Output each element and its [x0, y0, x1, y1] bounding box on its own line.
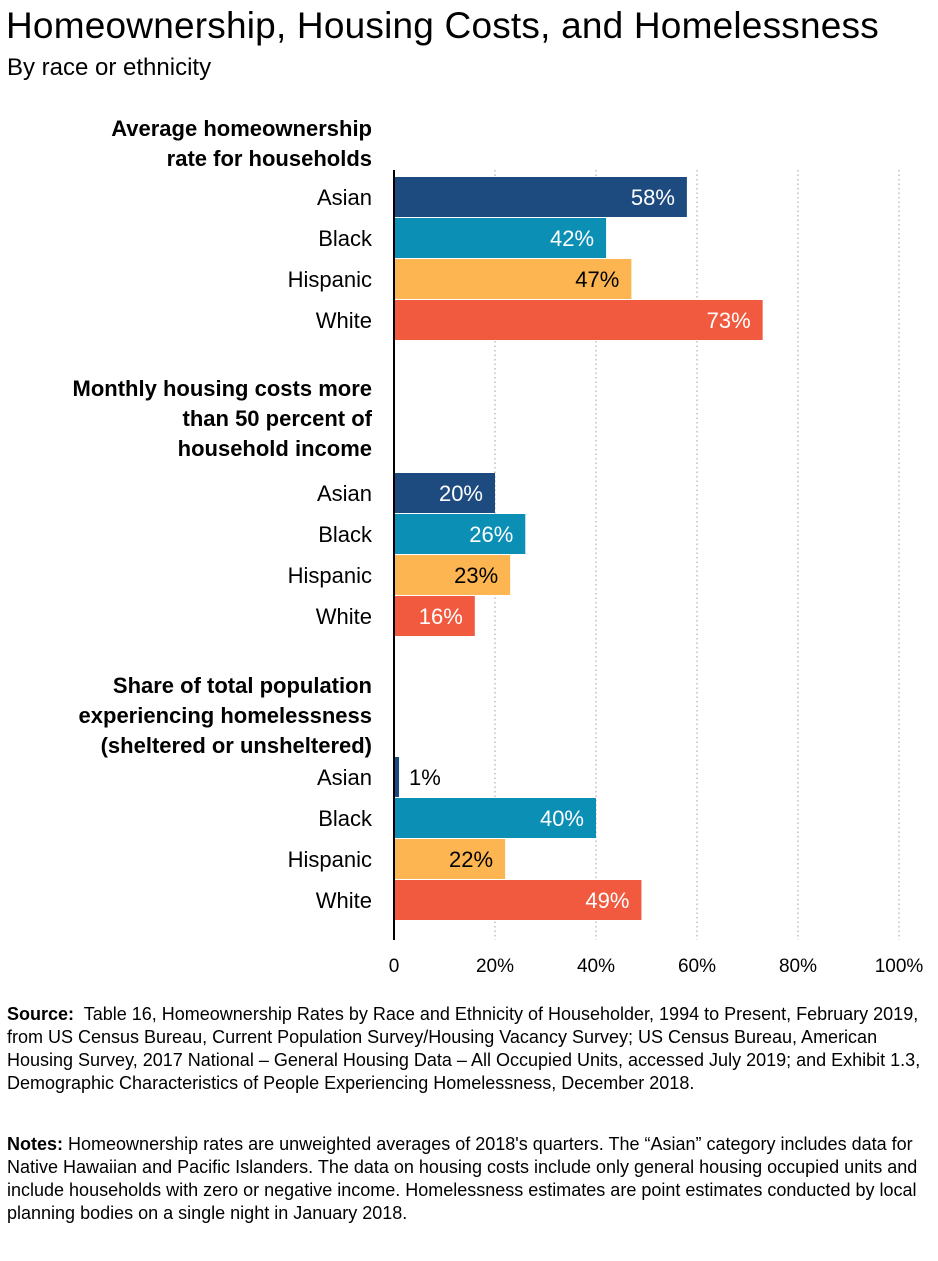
chart-title: Homeownership, Housing Costs, and Homele… [6, 5, 879, 46]
data-label: 20% [439, 481, 483, 506]
bar [394, 218, 607, 258]
data-label: 16% [419, 604, 463, 629]
data-label: 42% [550, 226, 594, 251]
group-title-line: rate for households [166, 146, 372, 171]
bar [394, 555, 511, 595]
category-label: Black [318, 806, 373, 831]
bar [394, 300, 763, 340]
group-title-line: Monthly housing costs more [72, 376, 372, 401]
group-title: Average homeownership rate for households [111, 114, 372, 174]
notes-note: Notes: Homeownership rates are unweighte… [7, 1133, 927, 1225]
source-label: Source: [7, 1004, 75, 1024]
group-title-line: Share of total population [112, 673, 372, 698]
x-tick-label: 100% [875, 956, 924, 977]
bar-chart: 0 20% 40% 60% 80% 100% Asian 58% Black 42% Hispani… [288, 170, 924, 977]
source-note: Source: Table 16, Homeownership Rates by… [7, 1003, 927, 1095]
category-label: Hispanic [288, 847, 372, 872]
data-label: 58% [631, 185, 675, 210]
x-tick-label: 20% [476, 956, 514, 977]
source-text: Table 16, Homeownership Rates by Race an… [7, 1004, 921, 1093]
bar [394, 798, 596, 838]
category-label: Asian [317, 481, 372, 506]
group-title: Monthly housing costs more than 50 percen… [73, 374, 372, 464]
bar [394, 757, 400, 797]
bar [394, 177, 687, 217]
category-label: White [316, 604, 372, 629]
category-label: Asian [317, 185, 372, 210]
group-title-line: household income [177, 436, 372, 461]
group-title-line: than 50 percent of [182, 406, 372, 431]
category-label: Hispanic [288, 563, 372, 588]
category-label: Hispanic [288, 267, 372, 292]
data-label: 26% [469, 522, 513, 547]
group-title: Share of total population experiencing ho… [79, 671, 372, 761]
data-label: 23% [454, 563, 498, 588]
notes-label: Notes: [7, 1134, 64, 1154]
data-label: 1% [409, 765, 441, 790]
data-label: 73% [707, 308, 751, 333]
category-label: White [316, 888, 372, 913]
bar [394, 880, 642, 920]
bar [394, 259, 632, 299]
chart-subtitle: By race or ethnicity [7, 54, 212, 81]
data-label: 49% [585, 888, 629, 913]
x-tick-label: 60% [678, 956, 716, 977]
bar [394, 839, 506, 879]
x-tick-label: 0 [389, 956, 400, 977]
group-title-line: Average homeownership [111, 116, 372, 141]
x-tick-label: 80% [779, 956, 817, 977]
category-label: Black [318, 522, 373, 547]
category-label: Asian [317, 765, 372, 790]
category-label: Black [318, 226, 373, 251]
bar [394, 514, 526, 554]
bar [394, 596, 475, 636]
category-label: White [316, 308, 372, 333]
notes-text: Homeownership rates are unweighted avera… [7, 1134, 918, 1223]
x-tick-label: 40% [577, 956, 615, 977]
group-title-line: experiencing homelessness [78, 703, 372, 728]
data-label: 22% [449, 847, 493, 872]
bar [394, 473, 495, 513]
group-title-line: (sheltered or unsheltered) [100, 733, 372, 758]
data-label: 47% [575, 267, 619, 292]
data-label: 40% [540, 806, 584, 831]
